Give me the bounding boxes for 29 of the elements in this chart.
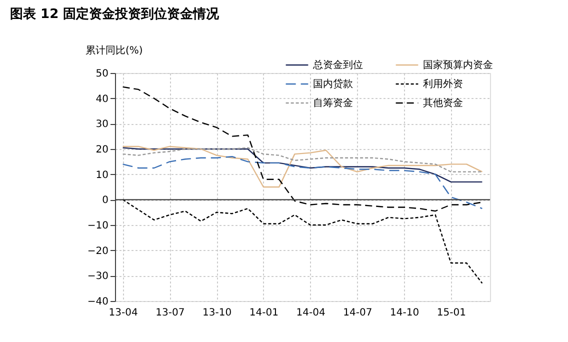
y-axis-title: 累计同比(%) — [86, 44, 143, 56]
y-tick-label: −20 — [87, 246, 108, 257]
y-tick-label: 30 — [96, 119, 108, 130]
legend-label: 利用外资 — [423, 78, 463, 90]
legend-label: 总资金到位 — [312, 59, 363, 71]
x-tick-label: 14-10 — [390, 308, 420, 318]
y-tick-label: 50 — [96, 68, 108, 80]
line-series — [122, 147, 483, 172]
y-tick-label: 20 — [96, 144, 108, 156]
chart-title: 图表 12 固定资金投资到位资金情况 — [10, 6, 220, 22]
legend-label: 国内贷款 — [313, 78, 353, 90]
x-tick-label: 13-07 — [156, 308, 185, 318]
legend-label: 其他资金 — [423, 97, 463, 109]
x-tick-label: 13-04 — [108, 308, 138, 318]
x-tick-label: 14-07 — [343, 308, 372, 318]
legend-label: 国家预算内资金 — [423, 59, 493, 71]
line-series — [122, 199, 483, 284]
y-tick-label: −30 — [87, 271, 108, 282]
y-tick-label: 10 — [96, 170, 108, 181]
x-tick-label: 13-10 — [202, 308, 232, 318]
legend-label: 自筹资金 — [313, 97, 353, 109]
y-tick-label: −10 — [87, 220, 108, 232]
y-tick-label: 40 — [96, 94, 108, 105]
y-tick-label: 0 — [102, 195, 108, 206]
x-tick-label: 14-04 — [296, 308, 326, 318]
x-tick-label: 15-01 — [436, 308, 466, 318]
y-tick-label: −40 — [87, 296, 108, 308]
x-tick-label: 14-01 — [249, 308, 278, 318]
line-series — [122, 156, 483, 210]
